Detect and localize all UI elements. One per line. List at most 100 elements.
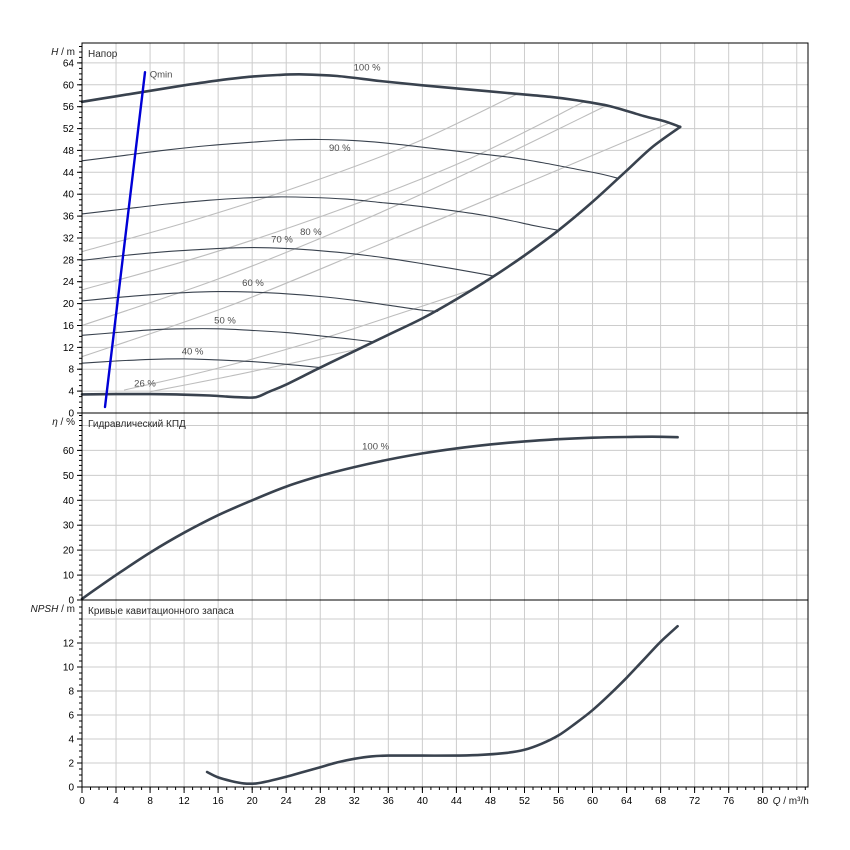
y-tick-label: 28 xyxy=(63,255,75,266)
x-tick-label: 60 xyxy=(587,796,599,807)
y-tick-label: 24 xyxy=(63,277,75,288)
series-speed-90 xyxy=(81,138,619,179)
y-axis-title-npsh: NPSH / m xyxy=(31,604,75,615)
panel-title-npsh: Кривые кавитационного запаса xyxy=(88,606,234,617)
series-speed-50 xyxy=(81,328,375,343)
x-axis: 0 4 8 12 16 20 24 28 32 36 40 44 48 52 56 60 64 68 72 76 80 Q… xyxy=(79,787,809,807)
horizontal-gridlines-npsh xyxy=(82,618,808,764)
plot-frame xyxy=(81,42,809,788)
y-tick-label: 4 xyxy=(68,735,74,746)
x-tick-label: 36 xyxy=(383,796,395,807)
curve-labels-eff: 100 % xyxy=(362,442,389,453)
y-tick-label: 60 xyxy=(63,80,75,91)
curve-label-80: 80 % xyxy=(300,227,322,238)
series-speed-60 xyxy=(81,291,439,312)
x-tick-label: 44 xyxy=(451,796,463,807)
curve-label-100: 100 % xyxy=(354,63,381,74)
y-axis-npsh: 0 2 4 6 8 10 12 NPSH / m Кривые кавитационного з… xyxy=(31,604,235,794)
series-speed-100 xyxy=(80,73,682,129)
series-iso-efficiency-4 xyxy=(81,122,670,358)
x-tick-label: 16 xyxy=(213,796,225,807)
y-axis-title-eff: η / % xyxy=(52,417,75,428)
series-eff xyxy=(80,435,679,601)
series-speed-70 xyxy=(81,247,496,277)
panel-title-eff: Гидравлический КПД xyxy=(88,419,186,430)
x-tick-label: 56 xyxy=(553,796,565,807)
y-tick-label: 36 xyxy=(63,212,75,223)
y-tick-label: 40 xyxy=(63,190,75,201)
x-tick-label: 52 xyxy=(519,796,531,807)
curve-label-40: 40 % xyxy=(182,347,204,358)
y-tick-label: 0 xyxy=(68,783,74,794)
y-tick-label: 48 xyxy=(63,146,75,157)
x-tick-label: 4 xyxy=(113,796,119,807)
y-tick-label: 2 xyxy=(68,759,74,770)
series-npsh-curve xyxy=(205,624,679,785)
x-tick-label: 24 xyxy=(281,796,293,807)
y-tick-label: 10 xyxy=(63,571,75,582)
curve-label-60: 60 % xyxy=(242,278,264,289)
curve-label-50: 50 % xyxy=(214,315,236,326)
x-tick-label: 64 xyxy=(621,796,633,807)
x-axis-title: Q / m³/h xyxy=(773,796,809,807)
series-efficiency-100 xyxy=(80,435,679,601)
y-axis-eff: 0 10 20 30 40 50 60 η / % Гидравлический КПД xyxy=(52,415,186,607)
x-tick-label: 68 xyxy=(655,796,667,807)
y-tick-label: 56 xyxy=(63,102,75,113)
y-tick-label: 44 xyxy=(63,168,75,179)
y-tick-label: 6 xyxy=(68,711,74,722)
series-npsh xyxy=(205,624,679,785)
y-tick-label: 16 xyxy=(63,321,75,332)
y-tick-label: 50 xyxy=(63,471,75,482)
y-axis-title-head: H / m xyxy=(51,47,75,58)
series-qmin-limit xyxy=(103,71,147,409)
x-tick-label: 80 xyxy=(757,796,769,807)
y-tick-label: 4 xyxy=(68,387,74,398)
y-tick-label: 64 xyxy=(63,58,75,69)
y-tick-label: 12 xyxy=(63,639,75,650)
y-tick-label: 0 xyxy=(68,596,74,607)
x-tick-label: 48 xyxy=(485,796,497,807)
vertical-gridlines xyxy=(115,43,798,787)
series-speed-80 xyxy=(81,196,560,231)
horizontal-gridlines-eff xyxy=(82,425,808,576)
y-tick-label: 52 xyxy=(63,124,75,135)
series-iso-efficiency-2 xyxy=(81,101,585,291)
x-tick-label: 20 xyxy=(247,796,259,807)
curve-label-100: 100 % xyxy=(362,442,389,453)
series-iso-efficiency-5 xyxy=(123,287,479,391)
x-tick-label: 0 xyxy=(79,796,85,807)
series-speed-40 xyxy=(81,358,321,369)
y-tick-label: 10 xyxy=(63,663,75,674)
y-tick-label: 0 xyxy=(68,409,74,420)
curve-label-90: 90 % xyxy=(329,143,351,154)
y-tick-label: 12 xyxy=(63,343,75,354)
series-iso-efficiency-6 xyxy=(149,348,360,393)
curve-label-Qmin: Qmin xyxy=(150,70,173,81)
y-tick-label: 60 xyxy=(63,446,75,457)
x-tick-label: 28 xyxy=(315,796,327,807)
y-tick-label: 20 xyxy=(63,546,75,557)
x-tick-label: 12 xyxy=(179,796,191,807)
plot-border xyxy=(81,42,809,788)
panel-title-head: Напор xyxy=(88,49,118,60)
y-tick-label: 30 xyxy=(63,521,75,532)
horizontal-gridlines-head xyxy=(82,62,808,392)
x-tick-label: 40 xyxy=(417,796,429,807)
x-tick-label: 32 xyxy=(349,796,361,807)
curve-label-70: 70 % xyxy=(271,234,293,245)
y-tick-label: 8 xyxy=(68,365,74,376)
curve-labels-head: 100 % 90 % 80 % 70 % 60 % 50 % 40 % 26 % Qmin xyxy=(134,63,381,390)
x-tick-label: 72 xyxy=(689,796,701,807)
y-tick-label: 20 xyxy=(63,299,75,310)
y-tick-label: 8 xyxy=(68,687,74,698)
series-iso-efficiency-1 xyxy=(81,94,517,253)
x-tick-label: 76 xyxy=(723,796,735,807)
series-iso-efficiency-3 xyxy=(81,105,606,327)
series-operating-envelope xyxy=(80,125,682,399)
curve-label-26: 26 % xyxy=(134,379,156,390)
x-tick-label: 8 xyxy=(147,796,153,807)
